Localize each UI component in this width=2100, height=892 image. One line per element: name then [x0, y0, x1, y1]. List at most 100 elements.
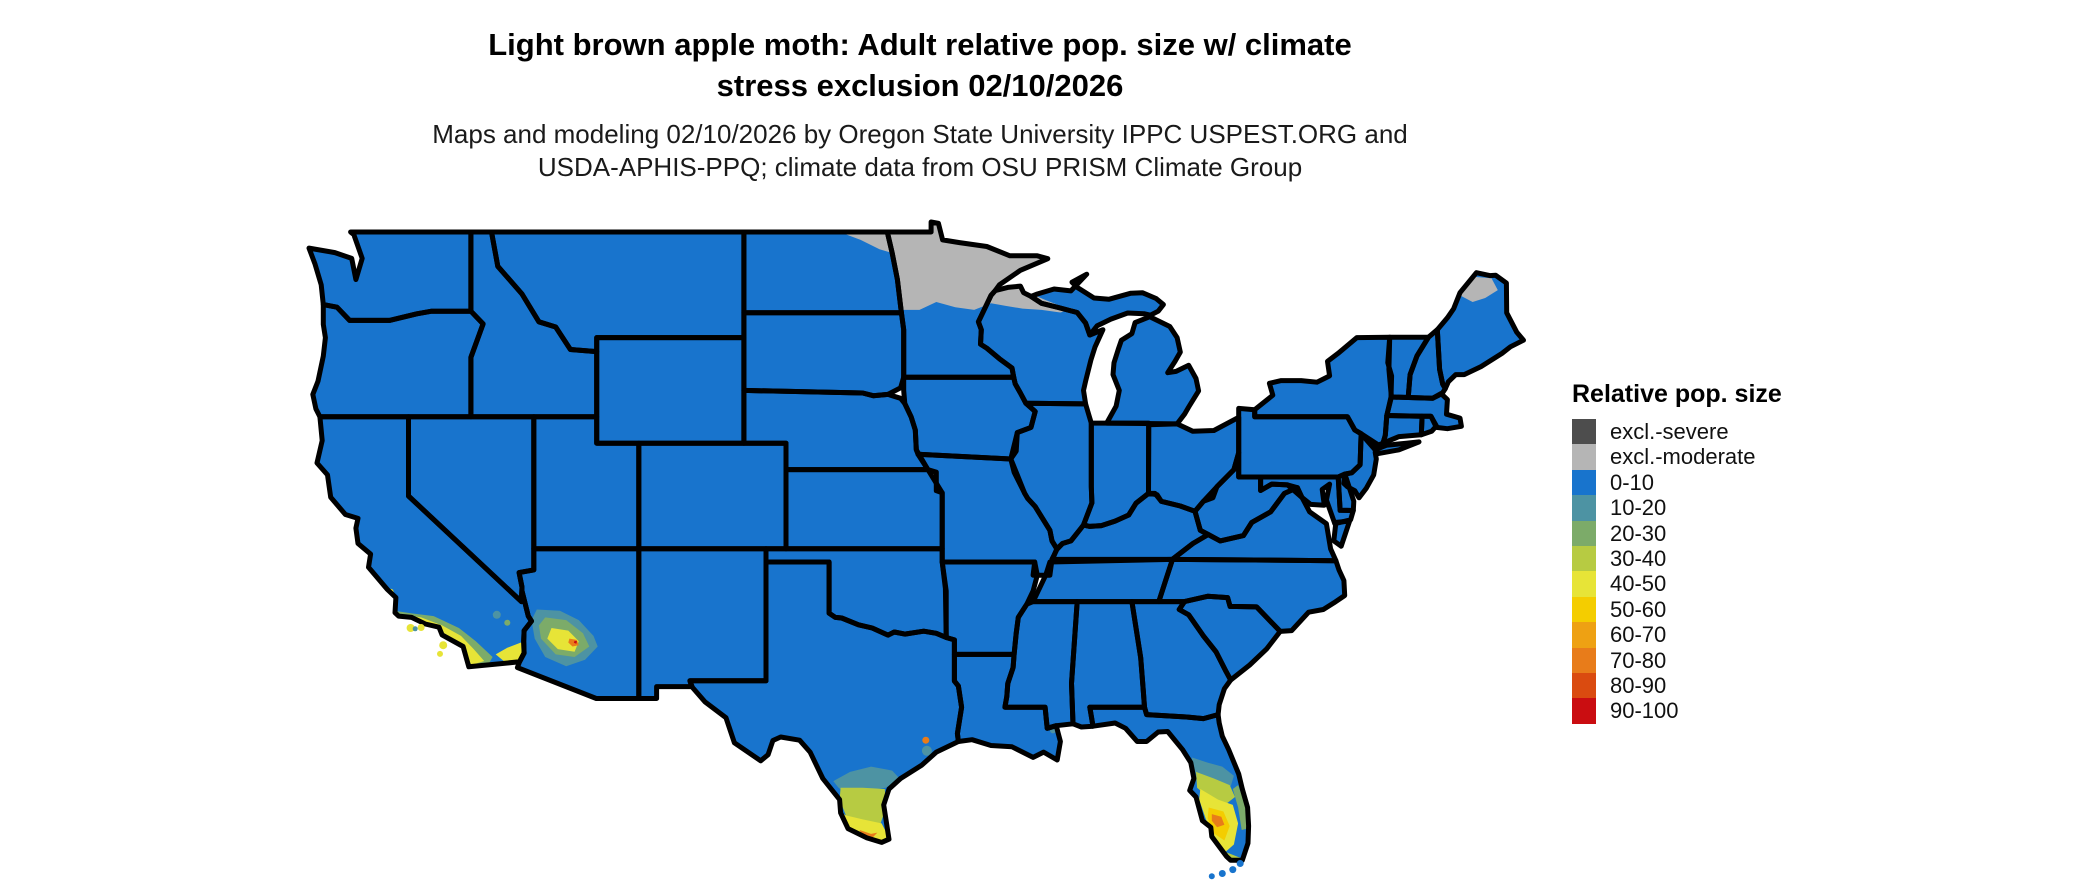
state-MI-LP	[1106, 316, 1199, 424]
legend-label-4: 20-30	[1610, 520, 1667, 546]
legend-item-40-50: 40-50	[1572, 571, 1782, 597]
figure-title: Light brown apple moth: Adult relative p…	[0, 24, 1840, 106]
dot-channel-island-yellow-3	[439, 641, 448, 650]
state-OK	[766, 548, 947, 638]
dot-channel-island-teal	[412, 626, 418, 632]
legend-label-3: 10-20	[1610, 495, 1667, 521]
state-MS	[1004, 601, 1078, 729]
legend-swatch-4	[1572, 520, 1596, 546]
state-WY	[596, 337, 744, 444]
dot-florida-keys-1	[1236, 860, 1244, 867]
overlay-stx-band-green	[839, 787, 886, 824]
figure-title-line1: Light brown apple moth: Adult relative p…	[488, 27, 1352, 62]
figure-subtitle: Maps and modeling 02/10/2026 by Oregon S…	[0, 118, 1840, 184]
state-border-NC	[1156, 556, 1348, 634]
legend-label-0: excl.-severe	[1610, 419, 1729, 444]
state-border-MI-LP	[1104, 314, 1202, 427]
dot-florida-keys-4	[1208, 873, 1215, 880]
overlay-fl-band-teal	[1191, 757, 1234, 787]
state-border-AZ	[514, 546, 642, 701]
state-MT	[491, 232, 744, 352]
state-AR	[942, 562, 1038, 655]
state-UT	[533, 416, 639, 549]
legend-label-10: 80-90	[1610, 672, 1667, 698]
legend-swatch-9	[1572, 647, 1596, 673]
legend-label-8: 60-70	[1610, 622, 1667, 648]
legend-label-2: 0-10	[1610, 469, 1655, 495]
state-border-LONG-ISLAND	[1374, 439, 1422, 457]
state-IL	[1010, 403, 1092, 549]
state-ID	[470, 232, 597, 417]
dot-florida-keys-3	[1218, 870, 1226, 877]
legend-label-1: excl.-moderate	[1610, 444, 1756, 470]
legend-swatch-0	[1572, 419, 1596, 445]
state-GA	[1131, 601, 1231, 719]
state-WI	[978, 286, 1103, 404]
state-IA	[903, 377, 1036, 459]
state-MO	[918, 454, 1057, 576]
dot-channel-island-yellow-2	[417, 624, 425, 631]
overlay-exclusion-moderate-upper-midwest	[839, 222, 1073, 313]
overlay-fl-spot-orange	[1211, 814, 1225, 828]
state-SD	[743, 312, 904, 396]
legend-item-10-20: 10-20	[1572, 495, 1782, 521]
state-MA	[1386, 393, 1462, 429]
dot-florida-keys-2	[1229, 866, 1237, 874]
state-NY	[1254, 337, 1392, 450]
state-PA	[1238, 408, 1362, 477]
state-WA	[309, 232, 471, 321]
state-OR	[312, 304, 484, 417]
legend-swatch-2	[1572, 469, 1596, 496]
legend-swatch-8	[1572, 622, 1596, 648]
overlay-az-blob-yellow	[547, 628, 579, 652]
legend-item-50-60: 50-60	[1572, 596, 1782, 623]
overlay-az-spot-orange	[568, 638, 579, 647]
legend-item-70-80: 70-80	[1572, 647, 1782, 673]
legend-item-60-70: 60-70	[1572, 622, 1782, 648]
legend-item-excl.-moderate: excl.-moderate	[1572, 444, 1782, 470]
dot-mojave-speck-green	[504, 619, 511, 626]
legend-swatch-7	[1572, 596, 1596, 623]
legend-swatch-6	[1572, 571, 1596, 597]
state-CT	[1383, 415, 1423, 444]
legend-label-6: 40-50	[1610, 571, 1667, 597]
state-NM	[638, 548, 766, 699]
dot-houston-spot-teal	[921, 745, 932, 756]
legend-swatch-1	[1572, 444, 1596, 470]
state-NE	[743, 390, 928, 470]
overlay-stx-band-orange	[859, 830, 878, 838]
overlay-az-spot-red	[573, 640, 578, 644]
legend-label-11: 90-100	[1610, 698, 1679, 724]
legend-swatch-3	[1572, 495, 1596, 521]
overlay-stx-band-teal	[833, 766, 900, 792]
legend-item-80-90: 80-90	[1572, 672, 1782, 699]
figure-subtitle-line2: USDA-APHIS-PPQ; climate data from OSU PR…	[537, 152, 1303, 182]
legend-item-90-100: 90-100	[1572, 698, 1782, 724]
state-MI-UP	[1031, 274, 1164, 335]
legend-swatch-11	[1572, 698, 1596, 724]
state-CA	[317, 416, 532, 667]
legend-label-7: 50-60	[1610, 596, 1667, 622]
state-WV	[1195, 452, 1298, 541]
state-border-layer	[306, 219, 1526, 863]
state-border-FL	[1087, 704, 1252, 863]
raster-overlay-layer	[365, 222, 1498, 861]
state-border-DELMARVA-VA	[1331, 518, 1353, 549]
state-KS	[786, 469, 943, 549]
dot-houston-spot-orange	[922, 736, 930, 744]
dot-mojave-speck-teal	[492, 610, 501, 619]
state-CO	[638, 443, 786, 549]
figure-title-line2: stress exclusion 02/10/2026	[716, 68, 1124, 103]
legend-swatch-5	[1572, 545, 1596, 572]
legend-title: Relative pop. size	[1572, 380, 1782, 408]
dot-channel-island-yellow-1	[406, 624, 415, 632]
overlay-exclusion-moderate-north-maine	[1460, 276, 1498, 302]
state-VA	[1172, 487, 1336, 561]
state-border-SC	[1176, 593, 1283, 683]
overlay-fl-band-green	[1196, 771, 1235, 804]
island-dot-layer	[406, 624, 1244, 880]
state-KY	[1052, 493, 1209, 560]
state-AL	[1071, 601, 1145, 727]
